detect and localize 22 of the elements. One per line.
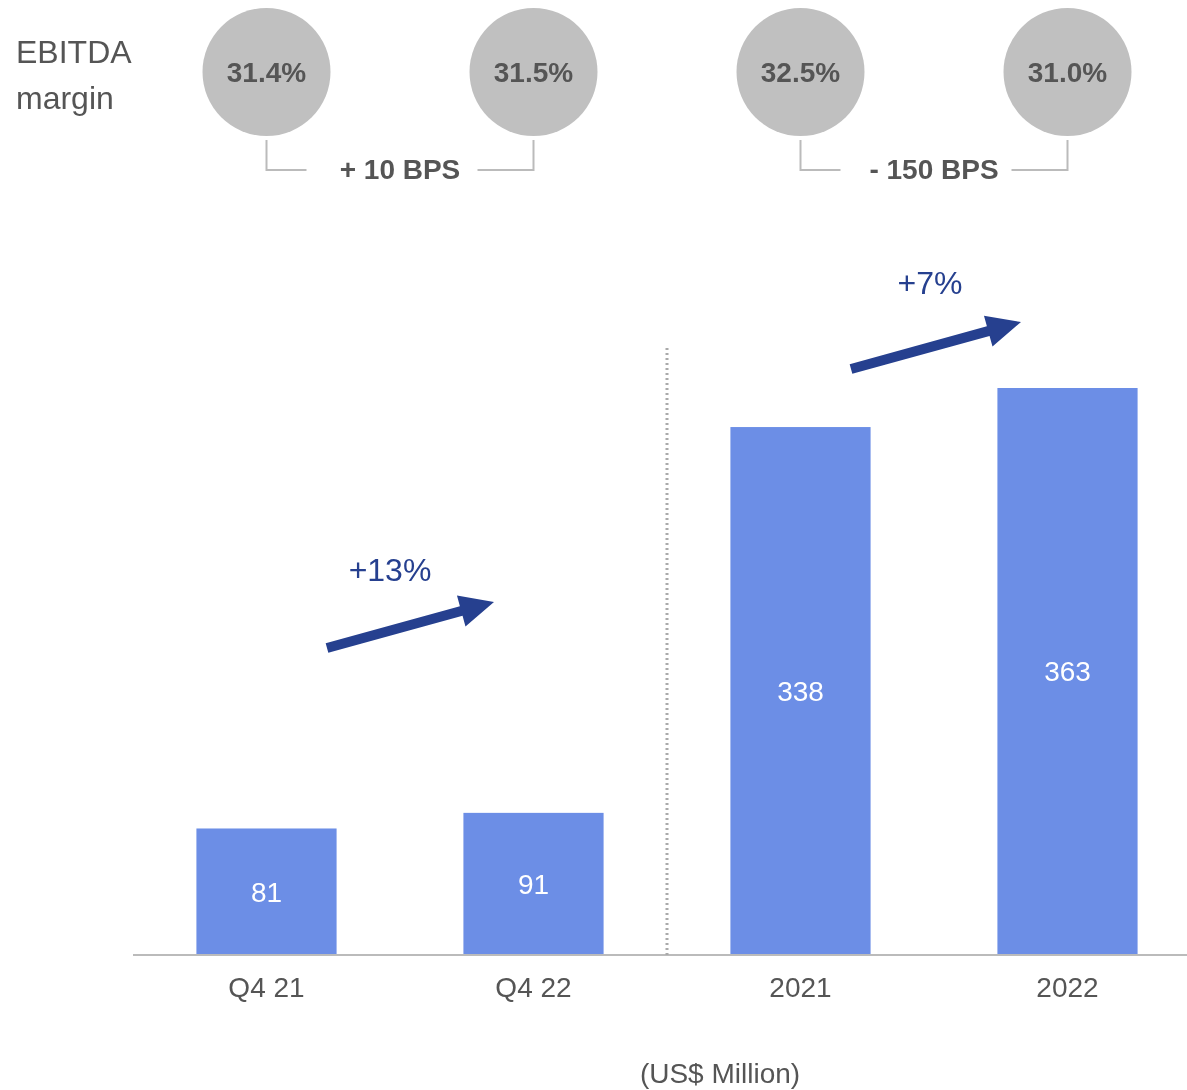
text: +7% (897, 265, 963, 302)
text: 31.5% (493, 56, 574, 88)
bar (730, 427, 871, 955)
x-tick-label: 2021 (769, 971, 832, 1003)
text: EBITDA margin (16, 34, 133, 117)
text: + 10 BPS (339, 153, 461, 185)
x-tick-label: Q4 21 (228, 971, 305, 1003)
text: 31.4% (226, 56, 307, 88)
data-label: 363 (1044, 656, 1091, 688)
x-tick-label: 2022 (1036, 971, 1099, 1003)
data-label: 338 (777, 675, 824, 707)
x-tick-label: Q4 22 (495, 971, 572, 1003)
bar (196, 828, 337, 955)
data-label: 91 (517, 868, 550, 900)
text: 31.0% (1027, 56, 1108, 88)
text: - 150 BPS (869, 153, 999, 185)
annotation: +13% (348, 552, 432, 589)
text: (US$ Million) (639, 1057, 801, 1089)
bar (463, 812, 604, 955)
text: 32.5% (760, 56, 841, 88)
data-label: 81 (250, 876, 283, 908)
bar (997, 388, 1138, 955)
